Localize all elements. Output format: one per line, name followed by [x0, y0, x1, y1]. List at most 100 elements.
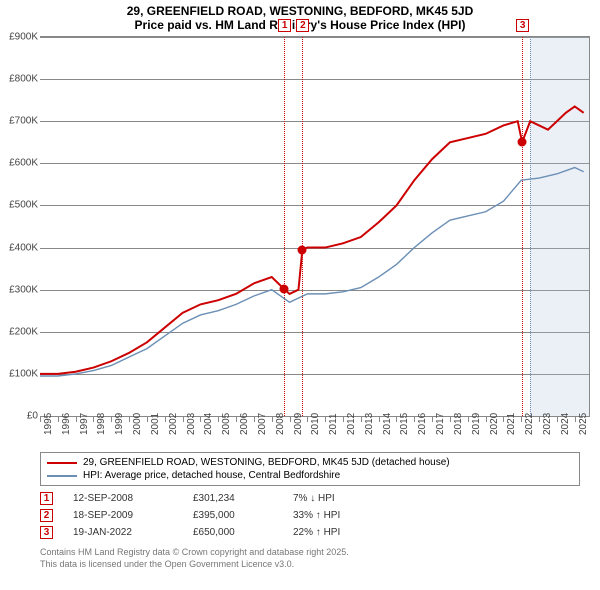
x-axis-label: 2022	[524, 413, 535, 435]
x-axis-label: 2018	[453, 413, 464, 435]
x-axis-label: 2009	[293, 413, 304, 435]
x-axis-label: 2017	[435, 413, 446, 435]
sales-table: 1 12-SEP-2008 £301,234 7% ↓ HPI 2 18-SEP-2009…	[40, 490, 600, 541]
x-tick	[200, 417, 201, 422]
x-tick	[147, 417, 148, 422]
sale-delta: 22% ↑ HPI	[293, 527, 340, 538]
series-hpi	[40, 168, 584, 376]
y-axis-label: £200K	[2, 326, 38, 337]
x-tick	[218, 417, 219, 422]
series-property	[40, 106, 584, 373]
x-axis-label: 1995	[43, 413, 54, 435]
x-tick	[539, 417, 540, 422]
x-tick	[503, 417, 504, 422]
y-axis-label: £500K	[2, 200, 38, 211]
x-tick	[272, 417, 273, 422]
sale-price: £650,000	[193, 527, 273, 538]
x-tick	[414, 417, 415, 422]
y-axis-label: £900K	[2, 32, 38, 43]
x-axis-label: 2005	[221, 413, 232, 435]
x-axis-label: 2008	[275, 413, 286, 435]
x-tick	[396, 417, 397, 422]
sale-marker-box: 3	[516, 19, 529, 32]
x-axis-label: 2012	[346, 413, 357, 435]
legend-row: 29, GREENFIELD ROAD, WESTONING, BEDFORD,…	[47, 456, 573, 469]
x-axis-label: 2006	[239, 413, 250, 435]
y-axis-label: £0	[2, 411, 38, 422]
x-axis-label: 2010	[310, 413, 321, 435]
x-tick	[58, 417, 59, 422]
x-axis-label: 2002	[168, 413, 179, 435]
x-axis-label: 2001	[150, 413, 161, 435]
sale-num-box: 3	[40, 526, 53, 539]
x-tick	[76, 417, 77, 422]
x-tick	[361, 417, 362, 422]
x-axis-label: 2007	[257, 413, 268, 435]
x-tick	[40, 417, 41, 422]
sale-price: £301,234	[193, 493, 273, 504]
x-tick	[450, 417, 451, 422]
x-axis-label: 2000	[132, 413, 143, 435]
x-tick	[521, 417, 522, 422]
x-tick	[165, 417, 166, 422]
x-axis-label: 2013	[364, 413, 375, 435]
x-tick	[379, 417, 380, 422]
y-axis-label: £400K	[2, 242, 38, 253]
y-axis-label: £100K	[2, 368, 38, 379]
attribution-footer: Contains HM Land Registry data © Crown c…	[40, 547, 580, 570]
x-tick	[111, 417, 112, 422]
x-axis-label: 1998	[96, 413, 107, 435]
x-axis-label: 2019	[471, 413, 482, 435]
x-axis-label: 2016	[417, 413, 428, 435]
y-axis-label: £600K	[2, 158, 38, 169]
legend-label: HPI: Average price, detached house, Cent…	[83, 470, 340, 481]
sale-num-box: 1	[40, 492, 53, 505]
x-tick	[93, 417, 94, 422]
x-axis-label: 1996	[61, 413, 72, 435]
sale-date: 12-SEP-2008	[73, 493, 173, 504]
x-tick	[468, 417, 469, 422]
legend-swatch	[47, 462, 77, 464]
y-axis-label: £300K	[2, 284, 38, 295]
x-axis: 1995 1996 1997 1998 1999 2000 2001 2002 2003 2004…	[40, 416, 590, 446]
sale-delta: 7% ↓ HPI	[293, 493, 335, 504]
x-axis-label: 2015	[399, 413, 410, 435]
x-axis-label: 2020	[489, 413, 500, 435]
legend: 29, GREENFIELD ROAD, WESTONING, BEDFORD,…	[40, 452, 580, 486]
legend-row: HPI: Average price, detached house, Cent…	[47, 469, 573, 482]
y-axis-label: £700K	[2, 116, 38, 127]
sale-row: 1 12-SEP-2008 £301,234 7% ↓ HPI	[40, 490, 600, 507]
sale-delta: 33% ↑ HPI	[293, 510, 340, 521]
y-axis-label: £800K	[2, 74, 38, 85]
x-tick	[236, 417, 237, 422]
sale-date: 18-SEP-2009	[73, 510, 173, 521]
x-tick	[290, 417, 291, 422]
x-axis-label: 1999	[114, 413, 125, 435]
x-axis-label: 2021	[506, 413, 517, 435]
x-tick	[325, 417, 326, 422]
chart-plot-area: £0£100K£200K£300K£400K£500K£600K£700K£80…	[40, 36, 590, 416]
x-axis-label: 2004	[203, 413, 214, 435]
x-axis-label: 1997	[79, 413, 90, 435]
x-axis-label: 2003	[186, 413, 197, 435]
x-tick	[486, 417, 487, 422]
sale-num-box: 2	[40, 509, 53, 522]
x-tick	[307, 417, 308, 422]
sale-price: £395,000	[193, 510, 273, 521]
x-axis-label: 2011	[328, 413, 339, 435]
sale-row: 3 19-JAN-2022 £650,000 22% ↑ HPI	[40, 524, 600, 541]
legend-label: 29, GREENFIELD ROAD, WESTONING, BEDFORD,…	[83, 457, 450, 468]
x-tick	[343, 417, 344, 422]
x-tick	[254, 417, 255, 422]
sale-date: 19-JAN-2022	[73, 527, 173, 538]
x-tick	[575, 417, 576, 422]
x-tick	[557, 417, 558, 422]
sale-marker-box: 1	[278, 19, 291, 32]
footer-line: This data is licensed under the Open Gov…	[40, 559, 580, 571]
legend-swatch	[47, 475, 77, 477]
x-axis-label: 2023	[542, 413, 553, 435]
footer-line: Contains HM Land Registry data © Crown c…	[40, 547, 580, 559]
x-tick	[432, 417, 433, 422]
sale-marker-box: 2	[296, 19, 309, 32]
x-axis-label: 2014	[382, 413, 393, 435]
